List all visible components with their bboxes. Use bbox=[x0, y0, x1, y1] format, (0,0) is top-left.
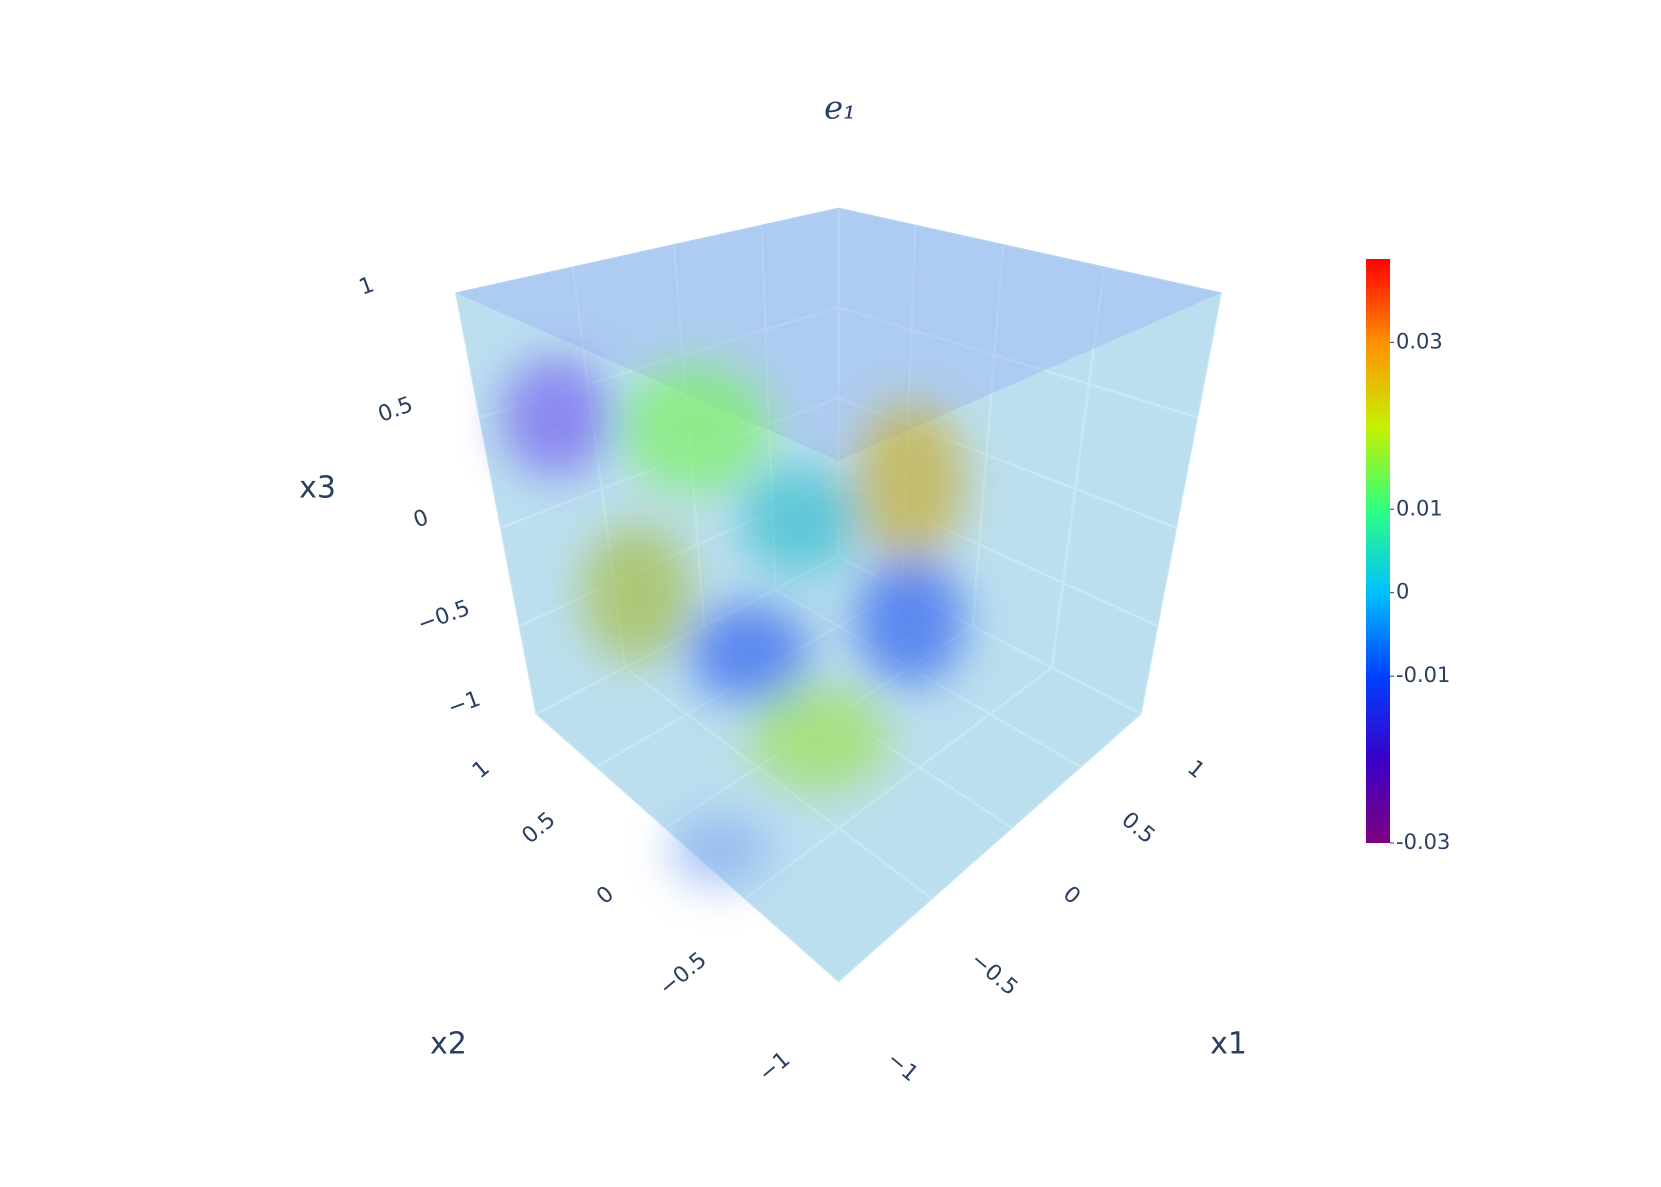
blob bbox=[621, 363, 771, 493]
blob bbox=[749, 683, 889, 793]
x-tick-label: −1 bbox=[882, 1047, 923, 1087]
z-tick-label: −0.5 bbox=[415, 596, 474, 638]
x-tick-label: 1 bbox=[1182, 756, 1209, 784]
y-tick-label: 1 bbox=[468, 756, 495, 784]
z-tick-label: −1 bbox=[445, 687, 484, 722]
y-tick-label: 0.5 bbox=[518, 807, 561, 849]
x-tick-label: 0 bbox=[1058, 882, 1085, 910]
colorbar-tick-label: 0.03 bbox=[1396, 329, 1443, 353]
volume bbox=[455, 207, 1222, 983]
y-tick-label: 0 bbox=[592, 882, 619, 910]
z-tick-label: 0.5 bbox=[375, 392, 416, 427]
x-axis-title: x1 bbox=[1210, 1026, 1247, 1061]
colorbar-tick-label: -0.03 bbox=[1396, 830, 1450, 854]
x-tick-label: 0.5 bbox=[1117, 807, 1160, 849]
colorbar-tick-label: 0 bbox=[1396, 580, 1409, 604]
blob bbox=[740, 465, 860, 575]
blob bbox=[670, 815, 770, 885]
blob bbox=[501, 357, 611, 477]
z-tick-label: 1 bbox=[356, 272, 378, 300]
y-tick-label: −0.5 bbox=[655, 948, 712, 1001]
x-tick-label: −0.5 bbox=[965, 948, 1022, 1001]
z-axis-title: x3 bbox=[299, 470, 336, 505]
y-axis-title: x2 bbox=[430, 1026, 467, 1061]
blob bbox=[582, 524, 692, 664]
y-tick-label: −1 bbox=[754, 1047, 795, 1087]
volume-region bbox=[455, 207, 1222, 461]
volume-blobs bbox=[501, 357, 965, 885]
blob bbox=[689, 603, 809, 703]
colorbar: -0.03 -0.01 0 0.01 0.03 bbox=[1366, 259, 1450, 854]
chart-title: e₁ bbox=[824, 89, 856, 127]
colorbar-tick-label: 0.01 bbox=[1396, 496, 1443, 520]
colorbar-tick-label: -0.01 bbox=[1396, 663, 1450, 687]
colorbar-gradient bbox=[1366, 259, 1390, 843]
blob bbox=[855, 402, 965, 562]
z-tick-label: 0 bbox=[410, 505, 432, 533]
blob bbox=[855, 556, 965, 686]
